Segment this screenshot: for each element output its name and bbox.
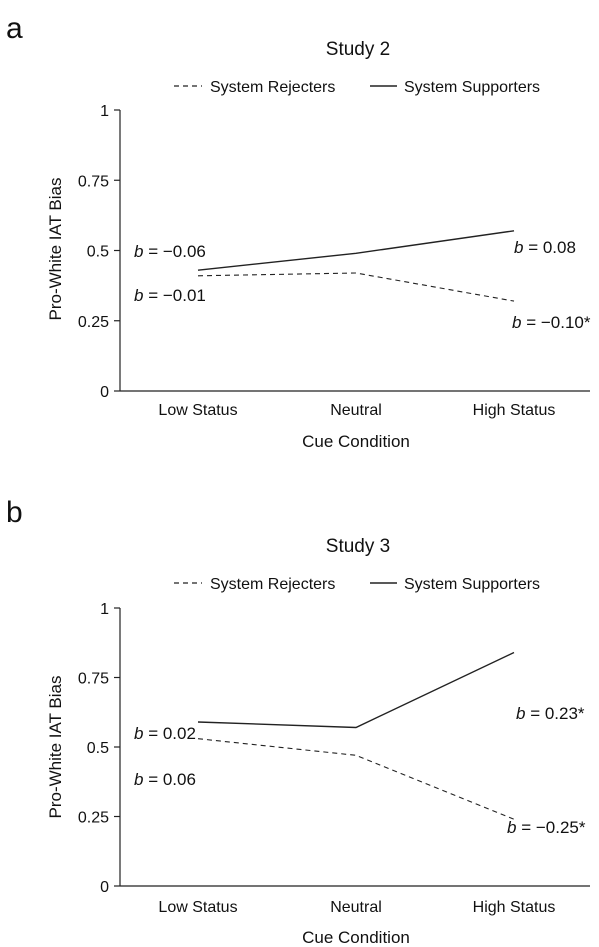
y-tick-label: 0.75 [78, 671, 109, 688]
y-tick-label: 0 [100, 879, 109, 896]
x-axis-label-b: Cue Condition [302, 928, 410, 947]
legend-b: System Rejecters System Supporters [174, 576, 540, 593]
legend-label-rejecters-b: System Rejecters [210, 576, 335, 593]
legend-label-supporters-a: System Supporters [404, 79, 540, 96]
annotation-supporters-end-a: b = 0.08 [514, 238, 576, 257]
legend-label-rejecters-a: System Rejecters [210, 79, 335, 96]
y-tick-label: 0.5 [87, 740, 109, 757]
y-axis-label-b: Pro-White IAT Bias [46, 676, 65, 819]
x-tick-label: Neutral [330, 899, 382, 916]
legend-a: System Rejecters System Supporters [174, 79, 540, 96]
panel-b: b Study 3 System Rejecters System Suppor… [6, 496, 590, 947]
y-tick-label: 1 [100, 103, 109, 120]
series-group-a [197, 230, 515, 302]
plot-area-b: 0 0.25 0.5 0.75 1 Low Status Neutral High Stat… [78, 601, 590, 916]
x-ticks-b: Low Status Neutral High Status [158, 899, 555, 916]
series-line-system-rejecters [197, 738, 515, 820]
x-tick-label: High Status [473, 899, 556, 916]
x-tick-label: Neutral [330, 402, 382, 419]
panel-letter-a: a [6, 12, 23, 45]
y-ticks-b: 0 0.25 0.5 0.75 1 [78, 601, 120, 896]
y-ticks-a: 0 0.25 0.5 0.75 1 [78, 103, 120, 401]
x-tick-label: Low Status [158, 402, 237, 419]
x-ticks-a: Low Status Neutral High Status [158, 402, 555, 419]
annotation-supporters-end-b: b = 0.23* [516, 704, 585, 723]
annotation-rejecters-start-a: b = −0.01 [134, 286, 206, 305]
y-tick-label: 0.25 [78, 314, 109, 331]
annotation-rejecters-start-b: b = 0.06 [134, 770, 196, 789]
annotation-supporters-start-b: b = 0.02 [134, 724, 196, 743]
y-tick-label: 0.75 [78, 173, 109, 190]
panel-letter-b: b [6, 496, 23, 529]
y-tick-label: 0.25 [78, 810, 109, 827]
panel-a: a Study 2 System Rejecters System Suppor… [6, 12, 591, 451]
legend-label-supporters-b: System Supporters [404, 576, 540, 593]
x-tick-label: Low Status [158, 899, 237, 916]
y-tick-label: 0.5 [87, 244, 109, 261]
y-axis-label-a: Pro-White IAT Bias [46, 178, 65, 321]
series-line-system-supporters [197, 651, 515, 729]
annotation-rejecters-end-b: b = −0.25* [507, 818, 586, 837]
y-tick-label: 0 [100, 384, 109, 401]
annotation-rejecters-end-a: b = −0.10* [512, 313, 591, 332]
x-axis-label-a: Cue Condition [302, 432, 410, 451]
series-line-system-supporters [197, 230, 515, 271]
x-tick-label: High Status [473, 402, 556, 419]
y-tick-label: 1 [100, 601, 109, 618]
series-line-system-rejecters [197, 272, 515, 302]
chart-title-a: Study 2 [326, 39, 390, 60]
chart-title-b: Study 3 [326, 536, 390, 557]
series-group-b [197, 651, 515, 820]
annotation-supporters-start-a: b = −0.06 [134, 242, 206, 261]
plot-area-a: 0 0.25 0.5 0.75 1 Low Status Neutral High Stat… [78, 103, 591, 419]
